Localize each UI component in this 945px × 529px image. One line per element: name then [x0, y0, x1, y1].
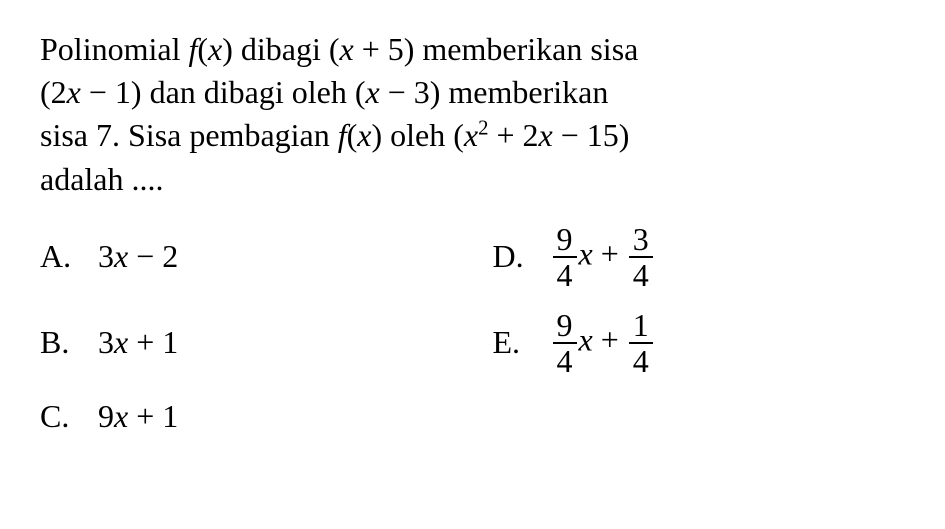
- numerator: 1: [629, 309, 653, 342]
- fx-f: f: [338, 117, 347, 153]
- option-letter: D.: [493, 235, 533, 278]
- text: Polinomial: [40, 31, 188, 67]
- fraction: 9 4: [553, 309, 577, 377]
- var-x: x: [579, 321, 593, 357]
- fraction: 1 4: [629, 309, 653, 377]
- option-c: C. 9x + 1: [40, 395, 453, 438]
- options-grid: A. 3x − 2 D. 9 4 x + 3 4 B. 3x + 1 E. 9 …: [40, 223, 905, 438]
- plus: +: [593, 235, 627, 271]
- numerator: 9: [553, 309, 577, 342]
- text: oleh (: [382, 117, 464, 153]
- var-x: x: [539, 117, 553, 153]
- var-x: x: [114, 238, 128, 274]
- question-line-2: (2x − 1) dan dibagi oleh (x − 3) memberi…: [40, 71, 905, 114]
- var-x: x: [114, 398, 128, 434]
- option-d: D. 9 4 x + 3 4: [493, 223, 906, 291]
- option-expression: 3x − 2: [98, 235, 178, 278]
- numerator: 3: [629, 223, 653, 256]
- denominator: 4: [629, 342, 653, 377]
- option-letter: C.: [40, 395, 80, 438]
- var-x: x: [579, 235, 593, 271]
- var-x: x: [208, 31, 222, 67]
- exponent: 2: [478, 117, 488, 140]
- option-letter: A.: [40, 235, 80, 278]
- post: − 2: [128, 238, 178, 274]
- option-a: A. 3x − 2: [40, 235, 453, 278]
- text: dibagi (: [233, 31, 340, 67]
- option-expression: 3x + 1: [98, 321, 178, 364]
- denominator: 4: [629, 256, 653, 291]
- text: − 15): [553, 117, 630, 153]
- post: + 1: [128, 398, 178, 434]
- plus: +: [593, 321, 627, 357]
- fraction: 9 4: [553, 223, 577, 291]
- var-x: x: [340, 31, 354, 67]
- denominator: 4: [553, 256, 577, 291]
- text: + 2: [489, 117, 539, 153]
- numerator: 9: [553, 223, 577, 256]
- option-letter: B.: [40, 321, 80, 364]
- var-x: x: [114, 324, 128, 360]
- option-b: B. 3x + 1: [40, 321, 453, 364]
- question-line-1: Polinomial f(x) dibagi (x + 5) memberika…: [40, 28, 905, 71]
- option-expression: 9 4 x + 3 4: [551, 223, 655, 291]
- text: adalah ....: [40, 161, 164, 197]
- var-x: x: [67, 74, 81, 110]
- paren-close: ): [371, 117, 382, 153]
- text: (2: [40, 74, 67, 110]
- paren-close: ): [222, 31, 233, 67]
- text: − 3) memberikan: [380, 74, 609, 110]
- var-x: x: [357, 117, 371, 153]
- coef: 9: [98, 398, 114, 434]
- option-letter: E.: [493, 321, 533, 364]
- post: + 1: [128, 324, 178, 360]
- question-line-4: adalah ....: [40, 158, 905, 201]
- paren-open: (: [197, 31, 208, 67]
- question-line-3: sisa 7. Sisa pembagian f(x) oleh (x2 + 2…: [40, 114, 905, 157]
- var-x: x: [366, 74, 380, 110]
- paren-open: (: [347, 117, 358, 153]
- option-expression: 9 4 x + 1 4: [551, 309, 655, 377]
- option-expression: 9x + 1: [98, 395, 178, 438]
- coef: 3: [98, 324, 114, 360]
- var-x: x: [464, 117, 478, 153]
- text: − 1) dan dibagi oleh (: [81, 74, 366, 110]
- option-e: E. 9 4 x + 1 4: [493, 309, 906, 377]
- question-text: Polinomial f(x) dibagi (x + 5) memberika…: [40, 28, 905, 201]
- fraction: 3 4: [629, 223, 653, 291]
- denominator: 4: [553, 342, 577, 377]
- text: + 5) memberikan sisa: [354, 31, 639, 67]
- fx-f: f: [188, 31, 197, 67]
- coef: 3: [98, 238, 114, 274]
- text: sisa 7. Sisa pembagian: [40, 117, 338, 153]
